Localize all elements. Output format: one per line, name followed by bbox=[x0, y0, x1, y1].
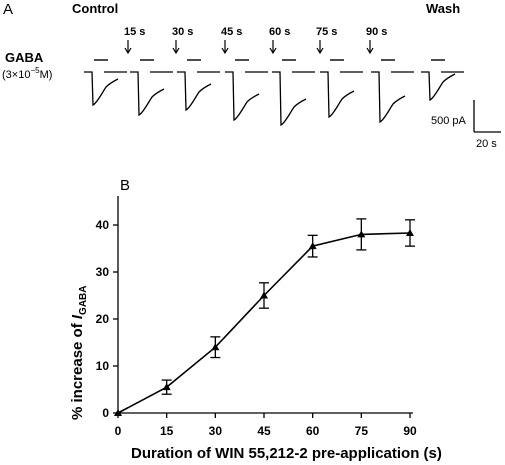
x-tick-label: 15 bbox=[160, 424, 174, 438]
time-label: 30 s bbox=[172, 26, 193, 38]
y-ticks: 0 10 20 30 40 bbox=[96, 218, 118, 420]
arrows bbox=[124, 40, 374, 55]
data-point bbox=[114, 409, 122, 416]
x-tick-label: 90 bbox=[403, 424, 417, 438]
scale-bar: 500 pA 20 s bbox=[431, 100, 501, 150]
y-tick-label: 30 bbox=[96, 265, 110, 279]
arrow-head bbox=[124, 47, 132, 55]
y-axis-title: % increase of IGABA bbox=[69, 285, 89, 420]
current-trace bbox=[130, 71, 165, 117]
x-tick-label: 45 bbox=[257, 424, 271, 438]
wash-label: Wash bbox=[426, 1, 460, 16]
current-trace bbox=[371, 71, 406, 124]
arrow-head bbox=[172, 47, 180, 55]
time-label: 15 s bbox=[124, 26, 145, 38]
current-trace bbox=[84, 71, 119, 107]
y-tick-label: 10 bbox=[96, 359, 110, 373]
time-label: 60 s bbox=[269, 26, 290, 38]
time-label: 90 s bbox=[366, 26, 387, 38]
current-trace bbox=[320, 71, 355, 119]
time-labels: 15 s 30 s 45 s 60 s 75 s 90 s bbox=[124, 26, 387, 38]
current-trace bbox=[272, 71, 307, 127]
x-axis-title: Duration of WIN 55,212-2 pre-application… bbox=[131, 445, 442, 462]
data-points bbox=[114, 228, 414, 416]
control-label: Control bbox=[72, 1, 118, 16]
gaba-label: GABA bbox=[5, 50, 44, 65]
data-point bbox=[357, 230, 366, 238]
gaba-concentration: (3×10−5M) bbox=[2, 66, 52, 81]
current-traces bbox=[84, 71, 464, 127]
x-tick-label: 75 bbox=[355, 424, 369, 438]
data-point bbox=[260, 291, 268, 299]
panel-b-label: B bbox=[120, 177, 130, 194]
error-bars bbox=[161, 218, 415, 395]
current-trace bbox=[421, 71, 456, 102]
y-tick-label: 20 bbox=[96, 312, 110, 326]
x-tick-label: 30 bbox=[209, 424, 223, 438]
current-trace bbox=[177, 71, 212, 112]
series-line bbox=[117, 232, 411, 414]
time-label: 45 s bbox=[221, 26, 242, 38]
x-tick-label: 0 bbox=[115, 424, 122, 438]
current-trace bbox=[225, 71, 260, 122]
y-tick-label: 40 bbox=[96, 218, 110, 232]
arrow-head bbox=[366, 47, 374, 55]
x-tick-label: 60 bbox=[306, 424, 320, 438]
data-point bbox=[308, 242, 317, 250]
data-point bbox=[406, 228, 414, 236]
x-ticks: 0 15 30 45 60 75 90 bbox=[115, 413, 417, 438]
scale-current-label: 500 pA bbox=[431, 115, 467, 127]
y-tick-label: 0 bbox=[102, 406, 109, 420]
arrow-head bbox=[221, 47, 229, 55]
scale-time-label: 20 s bbox=[476, 138, 497, 150]
data-point bbox=[162, 383, 171, 391]
time-label: 75 s bbox=[316, 26, 337, 38]
panel-a-label: A bbox=[3, 1, 13, 18]
data-point bbox=[211, 343, 220, 351]
arrow-head bbox=[316, 47, 324, 55]
arrow-head bbox=[269, 47, 277, 55]
